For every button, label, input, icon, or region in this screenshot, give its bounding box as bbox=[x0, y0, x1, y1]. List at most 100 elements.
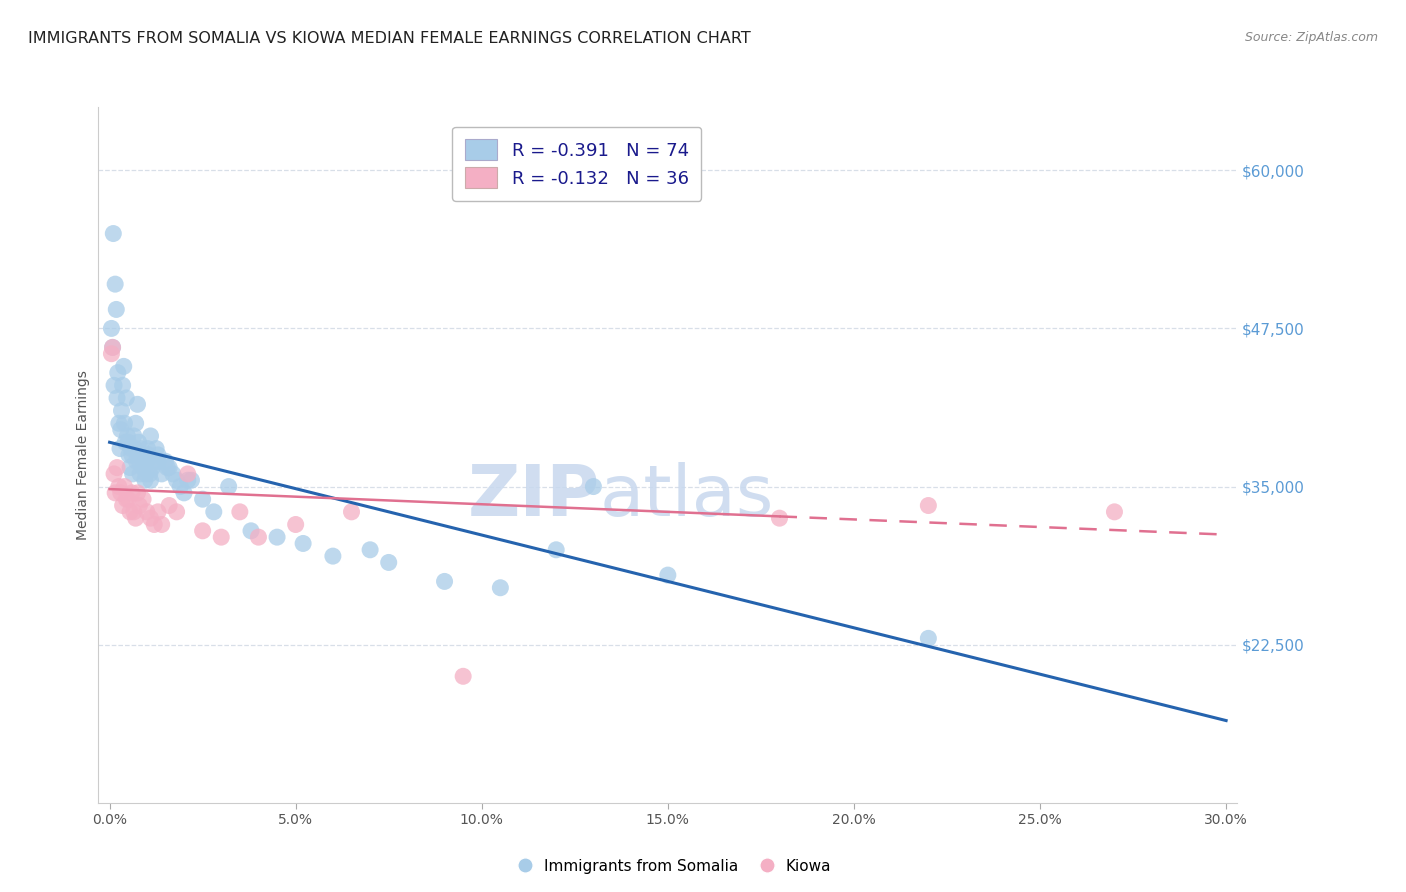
Point bbox=[150, 517, 173, 532]
Text: IMMIGRANTS FROM SOMALIA VS KIOWA MEDIAN FEMALE EARNINGS CORRELATION CHART: IMMIGRANTS FROM SOMALIA VS KIOWA MEDIAN … bbox=[28, 31, 751, 46]
Point bbox=[128, 499, 150, 513]
Point bbox=[114, 417, 136, 431]
Point bbox=[101, 340, 124, 354]
Point bbox=[218, 479, 240, 493]
Point bbox=[141, 460, 163, 475]
Point bbox=[240, 524, 263, 538]
Point bbox=[103, 227, 125, 241]
Point bbox=[139, 429, 162, 443]
Point bbox=[127, 486, 149, 500]
Point bbox=[120, 460, 142, 475]
Point bbox=[136, 442, 159, 456]
Point bbox=[104, 486, 127, 500]
Point bbox=[166, 473, 188, 487]
Point bbox=[582, 479, 605, 493]
Point bbox=[115, 391, 138, 405]
Point bbox=[145, 442, 167, 456]
Point bbox=[134, 473, 156, 487]
Point bbox=[117, 492, 139, 507]
Point bbox=[121, 486, 143, 500]
Point bbox=[122, 429, 145, 443]
Text: ZIP: ZIP bbox=[467, 462, 599, 531]
Point bbox=[107, 366, 129, 380]
Point bbox=[247, 530, 270, 544]
Point bbox=[150, 467, 173, 481]
Point bbox=[546, 542, 568, 557]
Point bbox=[146, 448, 169, 462]
Point bbox=[322, 549, 344, 563]
Legend: R = -0.391   N = 74, R = -0.132   N = 36: R = -0.391 N = 74, R = -0.132 N = 36 bbox=[453, 127, 702, 201]
Point bbox=[177, 467, 200, 481]
Point bbox=[105, 302, 128, 317]
Point bbox=[112, 359, 135, 374]
Point bbox=[103, 467, 125, 481]
Point bbox=[100, 321, 122, 335]
Point bbox=[125, 454, 148, 468]
Point bbox=[180, 473, 202, 487]
Point bbox=[138, 448, 160, 462]
Point bbox=[340, 505, 363, 519]
Point bbox=[139, 467, 162, 481]
Point bbox=[121, 448, 143, 462]
Point bbox=[451, 669, 474, 683]
Point bbox=[108, 417, 131, 431]
Point bbox=[768, 511, 790, 525]
Point bbox=[657, 568, 679, 582]
Point bbox=[489, 581, 512, 595]
Point bbox=[139, 511, 162, 525]
Point bbox=[155, 454, 177, 468]
Point bbox=[169, 479, 191, 493]
Point bbox=[166, 505, 188, 519]
Point bbox=[177, 473, 200, 487]
Point bbox=[266, 530, 288, 544]
Point bbox=[110, 403, 132, 417]
Point bbox=[121, 467, 143, 481]
Point bbox=[110, 486, 132, 500]
Point bbox=[284, 517, 307, 532]
Point bbox=[124, 442, 146, 456]
Text: Source: ZipAtlas.com: Source: ZipAtlas.com bbox=[1244, 31, 1378, 45]
Point bbox=[132, 454, 155, 468]
Point bbox=[111, 499, 134, 513]
Point bbox=[143, 454, 166, 468]
Point bbox=[917, 499, 939, 513]
Point bbox=[156, 460, 179, 475]
Point bbox=[129, 442, 152, 456]
Point bbox=[359, 542, 381, 557]
Point bbox=[139, 473, 162, 487]
Point bbox=[132, 492, 155, 507]
Point bbox=[129, 467, 152, 481]
Point bbox=[114, 479, 136, 493]
Y-axis label: Median Female Earnings: Median Female Earnings bbox=[76, 370, 90, 540]
Point bbox=[135, 505, 157, 519]
Point bbox=[122, 505, 145, 519]
Point bbox=[128, 454, 150, 468]
Point bbox=[132, 460, 155, 475]
Point bbox=[292, 536, 315, 550]
Point bbox=[202, 505, 225, 519]
Point bbox=[135, 454, 157, 468]
Point bbox=[128, 435, 150, 450]
Point bbox=[104, 277, 127, 292]
Point bbox=[110, 423, 132, 437]
Point bbox=[124, 511, 146, 525]
Point bbox=[209, 530, 232, 544]
Point bbox=[157, 499, 180, 513]
Point bbox=[143, 517, 166, 532]
Legend: Immigrants from Somalia, Kiowa: Immigrants from Somalia, Kiowa bbox=[513, 853, 837, 880]
Point bbox=[173, 486, 195, 500]
Text: atlas: atlas bbox=[599, 462, 773, 531]
Point bbox=[105, 391, 128, 405]
Point bbox=[111, 378, 134, 392]
Point bbox=[120, 442, 142, 456]
Point bbox=[127, 397, 149, 411]
Point bbox=[120, 505, 142, 519]
Point bbox=[191, 492, 214, 507]
Point bbox=[108, 442, 131, 456]
Point bbox=[118, 448, 141, 462]
Point bbox=[101, 340, 124, 354]
Point bbox=[191, 524, 214, 538]
Point bbox=[124, 417, 146, 431]
Point bbox=[1104, 505, 1126, 519]
Point bbox=[162, 467, 184, 481]
